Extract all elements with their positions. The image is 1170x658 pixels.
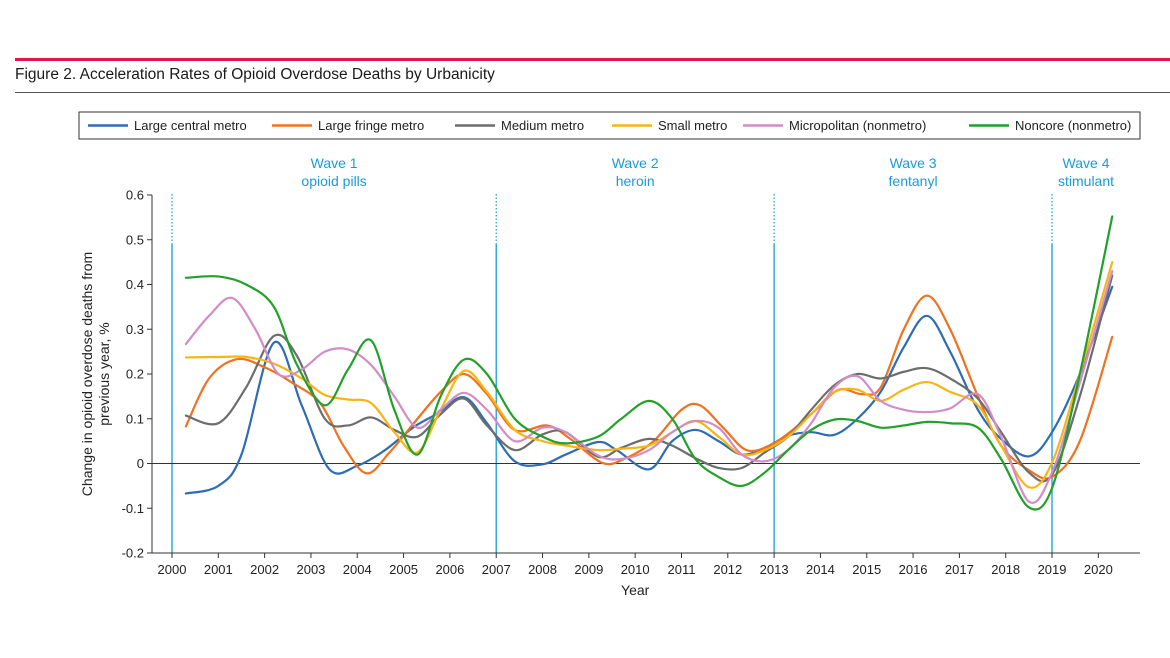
axes: -0.2 -0.1 0 0.1 0.2 0.3 0.4 0.5 0.6 2000 2001 2002 2… xyxy=(122,188,1140,577)
legend-label-large-fringe-metro: Large fringe metro xyxy=(318,118,424,133)
wave-sublabel: heroin xyxy=(616,173,655,189)
legend-label-noncore-nonmetro: Noncore (nonmetro) xyxy=(1015,118,1131,133)
x-tick-label: 2013 xyxy=(760,562,789,577)
y-axis-title: Change in opioid overdose deaths frompre… xyxy=(79,252,112,496)
y-tick-label: 0.4 xyxy=(126,277,144,292)
x-tick-label: 2006 xyxy=(435,562,464,577)
wave-label: Wave 2 xyxy=(612,155,659,171)
x-tick-label: 2000 xyxy=(158,562,187,577)
x-tick-label: 2010 xyxy=(621,562,650,577)
figure-title: Figure 2. Acceleration Rates of Opioid O… xyxy=(15,66,495,83)
y-axis-title-line: Change in opioid overdose deaths from xyxy=(79,252,95,496)
x-tick-label: 2020 xyxy=(1084,562,1113,577)
x-axis-title: Year xyxy=(621,582,650,598)
x-tick-label: 2008 xyxy=(528,562,557,577)
series-line-medium-metro xyxy=(184,274,1114,483)
wave-sublabel: opioid pills xyxy=(301,173,366,189)
x-tick-label: 2007 xyxy=(482,562,511,577)
y-tick-label: 0.6 xyxy=(126,188,144,203)
x-tick-label: 2018 xyxy=(991,562,1020,577)
x-tick-label: 2019 xyxy=(1038,562,1067,577)
x-tick-label: 2014 xyxy=(806,562,835,577)
x-tick-label: 2016 xyxy=(899,562,928,577)
series-line-small-metro xyxy=(184,261,1114,489)
x-tick-label: 2011 xyxy=(668,562,696,577)
x-tick-label: 2009 xyxy=(574,562,603,577)
legend-label-medium-metro: Medium metro xyxy=(501,118,584,133)
title-divider xyxy=(15,92,1170,93)
x-tick-label: 2005 xyxy=(389,562,418,577)
series-line-noncore-nonmetro xyxy=(184,215,1114,511)
series-lines xyxy=(184,215,1114,511)
legend-label-micropolitan-nonmetro: Micropolitan (nonmetro) xyxy=(789,118,926,133)
axis-labels: Year Change in opioid overdose deaths fro… xyxy=(79,252,650,598)
x-tick-label: 2012 xyxy=(713,562,742,577)
x-tick-label: 2002 xyxy=(250,562,279,577)
x-tick-label: 2017 xyxy=(945,562,974,577)
y-tick-label: 0.1 xyxy=(126,411,144,426)
y-axis-title-line: previous year, % xyxy=(96,322,112,426)
x-tick-label: 2015 xyxy=(852,562,881,577)
x-tick-label: 2001 xyxy=(204,562,233,577)
y-tick-label: -0.1 xyxy=(122,501,144,516)
wave-sublabel: stimulant xyxy=(1058,173,1114,189)
y-tick-label: -0.2 xyxy=(122,546,144,561)
legend-box xyxy=(78,111,1141,140)
y-tick-label: 0 xyxy=(137,456,144,471)
y-tick-label: 0.2 xyxy=(126,367,144,382)
wave-markers: Wave 1 opioid pills Wave 2 heroin Wave 3 fent… xyxy=(171,155,1114,553)
series-line-large-central-metro xyxy=(184,285,1114,495)
legend-label-small-metro: Small metro xyxy=(658,118,727,133)
legend-label-large-central-metro: Large central metro xyxy=(134,118,247,133)
wave-label: Wave 4 xyxy=(1063,155,1110,171)
x-tick-label: 2003 xyxy=(296,562,325,577)
y-tick-label: 0.3 xyxy=(126,322,144,337)
top-accent-rule xyxy=(15,58,1170,61)
y-tick-label: 0.5 xyxy=(126,232,144,247)
legend: Large central metro Large fringe metro Med… xyxy=(78,111,1141,140)
series-line-large-fringe-metro xyxy=(184,294,1114,480)
wave-sublabel: fentanyl xyxy=(889,173,938,189)
wave-label: Wave 1 xyxy=(311,155,358,171)
x-tick-label: 2004 xyxy=(343,562,372,577)
wave-label: Wave 3 xyxy=(890,155,937,171)
series-line-micropolitan-nonmetro xyxy=(184,269,1114,504)
